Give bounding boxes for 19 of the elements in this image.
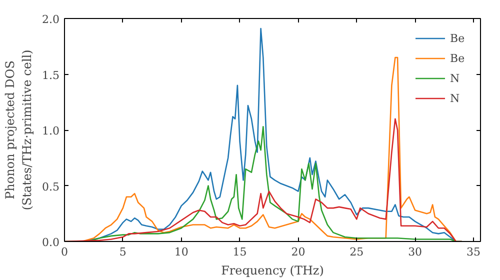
- x-tick-label: 30: [408, 246, 422, 258]
- legend-label: N: [450, 91, 461, 105]
- x-tick-label: 0: [61, 246, 68, 258]
- x-tick-label: 15: [232, 246, 247, 258]
- legend-label: Be: [450, 31, 466, 45]
- legend-label: Be: [450, 51, 466, 65]
- x-tick-label: 35: [466, 246, 480, 258]
- y-tick-label: 1.0: [42, 124, 60, 138]
- y-axis-title: Phonon projected DOS (States/THz·primitive cell): [3, 50, 34, 210]
- legend-label: N: [450, 71, 461, 85]
- x-tick-label: 5: [119, 246, 126, 258]
- y-tick-label: 0.0: [42, 236, 60, 249]
- x-tick-label: 20: [291, 246, 306, 258]
- y-tick-label: 2.0: [42, 13, 60, 26]
- x-tick-label: 10: [174, 246, 188, 258]
- x-axis-title: Frequency (THz): [221, 264, 324, 278]
- y-tick-label: 0.5: [42, 180, 60, 194]
- x-tick-label: 25: [350, 246, 364, 258]
- y-tick-label: 1.5: [42, 68, 60, 82]
